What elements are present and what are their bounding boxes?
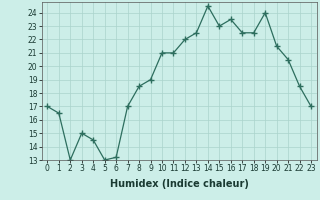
X-axis label: Humidex (Indice chaleur): Humidex (Indice chaleur) [110, 179, 249, 189]
